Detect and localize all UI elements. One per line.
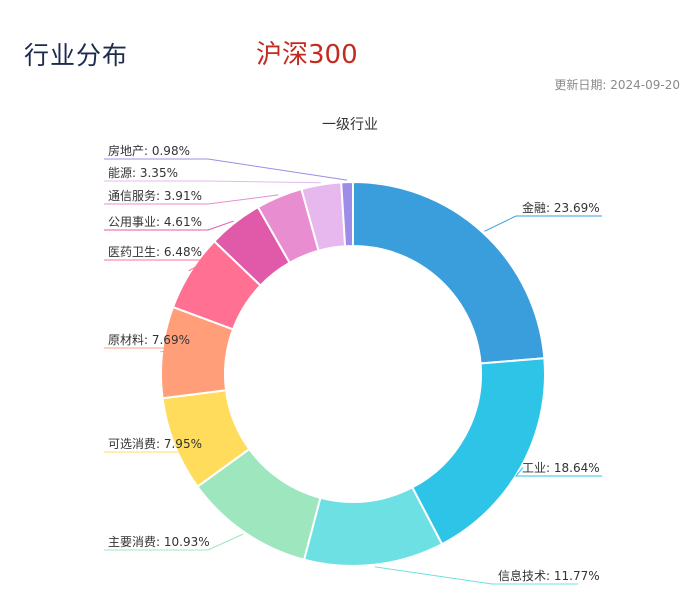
slice-label-4: 主要消费: 10.93% (108, 535, 210, 549)
leader-line-4 (104, 533, 244, 551)
slice-label-2: 工业: 18.64% (522, 461, 600, 475)
slice-11[interactable] (340, 180, 354, 248)
update-date: 2024-09-20 (610, 78, 680, 92)
slice-label-5: 可选消费: 7.95% (108, 437, 202, 451)
slice-label-9: 通信服务: 3.91% (108, 188, 202, 203)
leader-line-5 (104, 444, 209, 453)
slice-label-8: 公用事业: 4.61% (108, 215, 202, 229)
leader-line-1 (484, 215, 602, 232)
slice-label-10: 能源: 3.35% (108, 166, 178, 180)
slice-label-6: 原材料: 7.69% (108, 333, 190, 347)
slice-label-3: 信息技术: 11.77% (498, 568, 600, 583)
slice-label-7: 医药卫生: 6.48% (108, 245, 202, 259)
update-label: 更新日期: (554, 78, 607, 92)
chart-title: 一级行业 (322, 117, 378, 133)
slice-2[interactable] (410, 357, 546, 546)
leader-line-9 (104, 194, 279, 205)
leader-line-7 (104, 259, 210, 272)
slice-1[interactable] (352, 180, 546, 365)
leader-line-6 (104, 347, 209, 353)
leader-line-11 (104, 158, 348, 181)
leader-line-3 (374, 566, 578, 585)
index-name: 沪深300 (256, 40, 358, 70)
leader-line-10 (104, 180, 321, 184)
leader-line-2 (514, 467, 602, 477)
page-title: 行业分布 (24, 41, 129, 70)
update-info: 更新日期: 2024-09-20 (554, 76, 680, 93)
slice-label-1: 金融: 23.69% (522, 200, 600, 215)
leader-line-8 (104, 220, 234, 231)
slice-label-11: 房地产: 0.98% (108, 143, 190, 158)
